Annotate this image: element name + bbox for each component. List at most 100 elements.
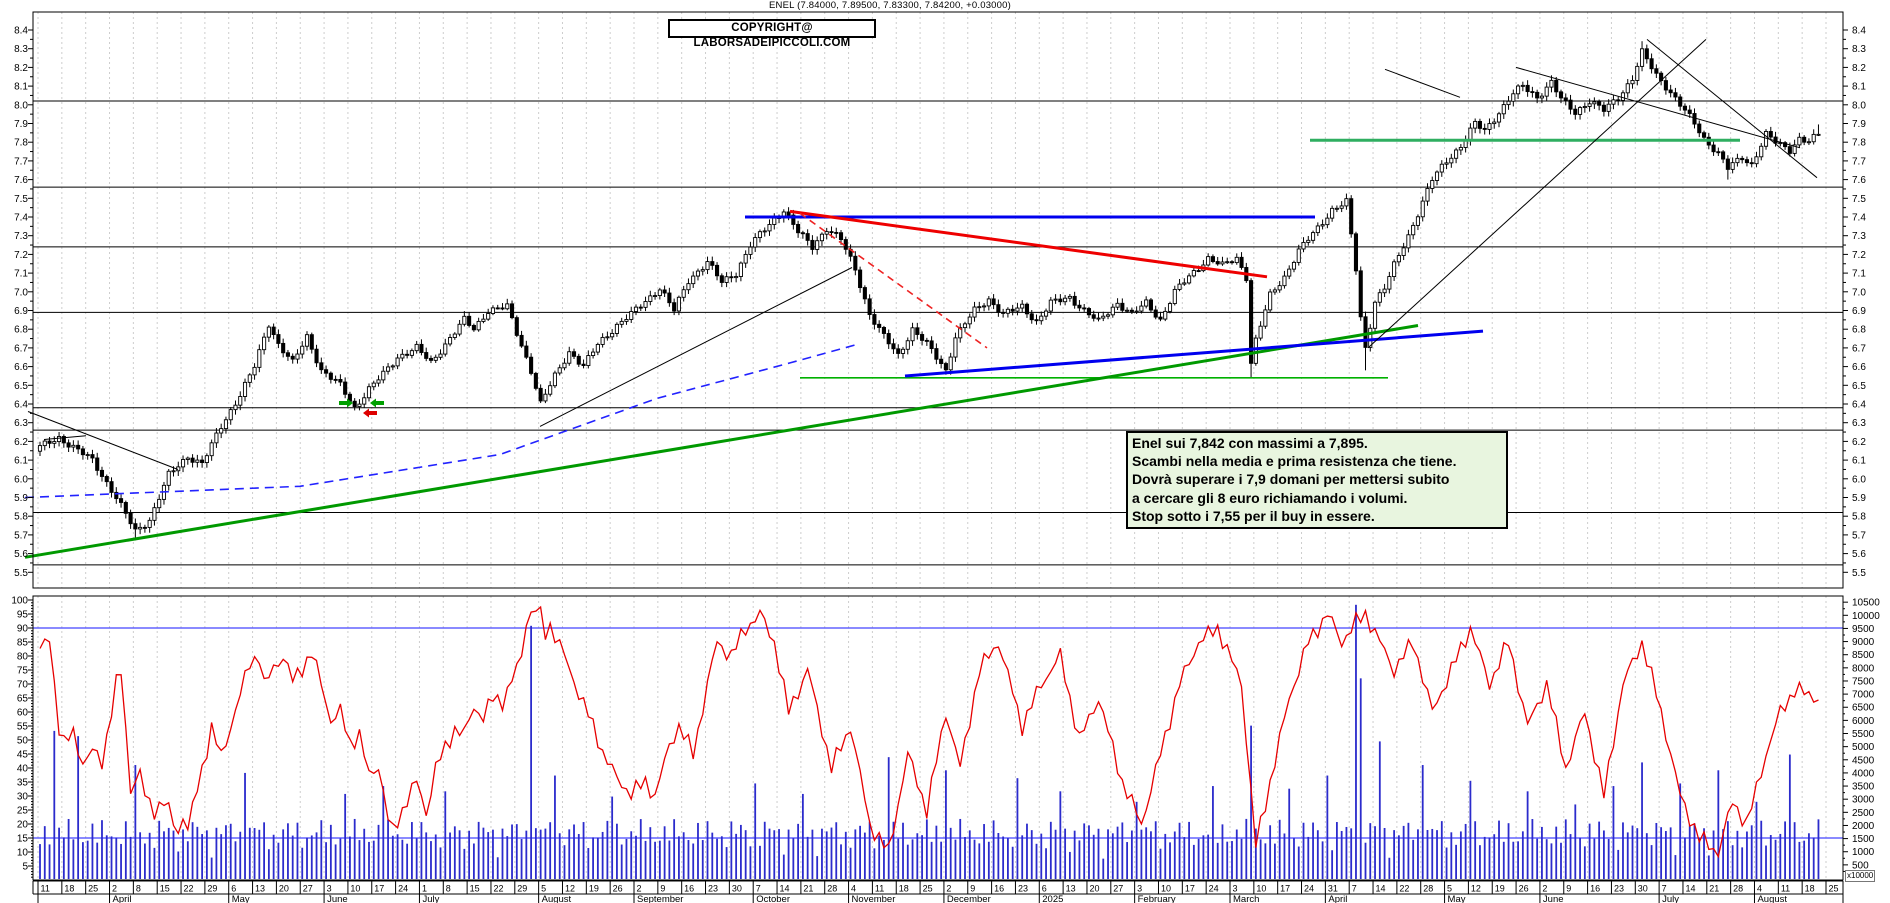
analysis-note-line: a cercare gli 8 euro richiamando i volum…	[1132, 489, 1408, 506]
svg-text:5.9: 5.9	[14, 493, 28, 504]
svg-text:28: 28	[1423, 884, 1433, 894]
svg-text:3500: 3500	[1852, 782, 1875, 793]
left-arrow-icon	[370, 398, 384, 408]
uptrend-blue-dashed	[24, 343, 859, 499]
svg-text:6.8: 6.8	[14, 325, 28, 336]
svg-text:60: 60	[17, 708, 29, 719]
svg-text:8.4: 8.4	[1852, 26, 1866, 37]
svg-text:14: 14	[780, 884, 790, 894]
price-axis: 8.4 8.4 8.3 8.3 8.2 8.2 8.1 8.1 8.0 8.0 7.9 7.9 7.8 7…	[14, 26, 1866, 579]
oscillator-reference-lines	[33, 627, 1843, 839]
svg-text:7.6: 7.6	[14, 175, 28, 186]
svg-text:75: 75	[17, 666, 29, 677]
svg-text:6.5: 6.5	[1852, 381, 1866, 392]
svg-text:27: 27	[303, 884, 313, 894]
svg-text:7.9: 7.9	[1852, 119, 1866, 130]
svg-text:6.4: 6.4	[14, 400, 28, 411]
svg-text:5.8: 5.8	[1852, 512, 1866, 523]
svg-text:17: 17	[1185, 884, 1195, 894]
trendlines	[24, 39, 1818, 559]
svg-text:9: 9	[970, 884, 975, 894]
svg-text:2000: 2000	[1852, 821, 1875, 832]
svg-text:6000: 6000	[1852, 716, 1875, 727]
downtrend-black-a	[1515, 66, 1801, 149]
svg-text:7.2: 7.2	[14, 250, 28, 261]
svg-text:5: 5	[22, 862, 28, 873]
downtrend-red-dashed	[799, 212, 988, 349]
svg-text:15: 15	[17, 834, 29, 845]
uptrend-blue	[904, 329, 1484, 378]
svg-text:5000: 5000	[1852, 742, 1875, 753]
svg-text:6.0: 6.0	[1852, 474, 1866, 485]
minor-black-june	[1384, 68, 1461, 98]
svg-text:7.8: 7.8	[14, 138, 28, 149]
svg-text:8: 8	[446, 884, 451, 894]
svg-text:4500: 4500	[1852, 755, 1875, 766]
svg-text:80: 80	[17, 652, 29, 663]
svg-text:11: 11	[875, 884, 884, 894]
svg-text:20: 20	[17, 820, 29, 831]
svg-text:95: 95	[17, 610, 29, 621]
analysis-note-line: Enel sui 7,842 con massimi a 7,895.	[1132, 435, 1368, 451]
svg-text:7.4: 7.4	[1852, 213, 1866, 224]
copyright-badge: COPYRIGHT@ LABORSADEIPICCOLI.COM	[668, 19, 876, 49]
svg-text:45: 45	[17, 750, 29, 761]
weekly-gridlines	[37, 12, 1827, 880]
svg-text:25: 25	[88, 884, 98, 894]
panel-frames	[32, 11, 1844, 881]
svg-text:7.6: 7.6	[1852, 175, 1866, 186]
svg-text:7.3: 7.3	[1852, 231, 1866, 242]
svg-text:6.6: 6.6	[1852, 362, 1866, 373]
svg-text:June: June	[1543, 894, 1564, 903]
svg-text:8500: 8500	[1852, 650, 1875, 661]
svg-text:30: 30	[17, 792, 29, 803]
svg-text:55: 55	[17, 722, 29, 733]
svg-text:6.0: 6.0	[14, 474, 28, 485]
svg-text:35: 35	[17, 778, 29, 789]
svg-text:March: March	[1233, 894, 1259, 903]
chart-title: ENEL (7.84000, 7.89500, 7.83300, 7.84200…	[769, 0, 1011, 11]
svg-text:65: 65	[17, 694, 29, 705]
svg-text:8.1: 8.1	[1852, 82, 1866, 93]
svg-text:3000: 3000	[1852, 795, 1875, 806]
svg-text:6.1: 6.1	[1852, 456, 1866, 467]
svg-text:25: 25	[1829, 884, 1839, 894]
svg-text:16: 16	[684, 884, 694, 894]
svg-text:February: February	[1138, 894, 1176, 903]
svg-text:August: August	[542, 894, 572, 903]
svg-text:6.7: 6.7	[1852, 343, 1866, 354]
svg-text:24: 24	[398, 884, 408, 894]
svg-text:22: 22	[184, 884, 194, 894]
svg-text:7.5: 7.5	[1852, 194, 1866, 205]
svg-text:25: 25	[923, 884, 933, 894]
svg-text:2: 2	[1542, 884, 1547, 894]
svg-text:8000: 8000	[1852, 663, 1875, 674]
support-resistance-levels	[33, 100, 1843, 566]
svg-text:6.8: 6.8	[1852, 325, 1866, 336]
svg-text:6.3: 6.3	[1852, 418, 1866, 429]
svg-text:18: 18	[1805, 884, 1815, 894]
svg-text:5.6: 5.6	[1852, 549, 1866, 560]
svg-text:5.7: 5.7	[1852, 530, 1866, 541]
svg-text:7000: 7000	[1852, 690, 1875, 701]
svg-text:19: 19	[589, 884, 599, 894]
svg-text:29: 29	[207, 884, 217, 894]
svg-text:6.3: 6.3	[14, 418, 28, 429]
right-arrow-icon	[339, 398, 353, 408]
svg-text:April: April	[1328, 894, 1347, 903]
svg-text:23: 23	[1614, 884, 1624, 894]
svg-text:12: 12	[1471, 884, 1481, 894]
svg-text:7.2: 7.2	[1852, 250, 1866, 261]
analysis-note-line: Dovrà superare i 7,9 domani per mettersi…	[1132, 471, 1450, 488]
svg-text:10: 10	[1161, 884, 1171, 894]
svg-text:7500: 7500	[1852, 676, 1875, 687]
svg-text:17: 17	[1280, 884, 1290, 894]
svg-text:8.3: 8.3	[14, 44, 28, 55]
svg-text:90: 90	[17, 624, 29, 635]
svg-text:6: 6	[1042, 884, 1047, 894]
svg-text:3: 3	[1137, 884, 1142, 894]
svg-text:8: 8	[136, 884, 141, 894]
svg-text:8.2: 8.2	[14, 63, 28, 74]
svg-text:9: 9	[660, 884, 665, 894]
